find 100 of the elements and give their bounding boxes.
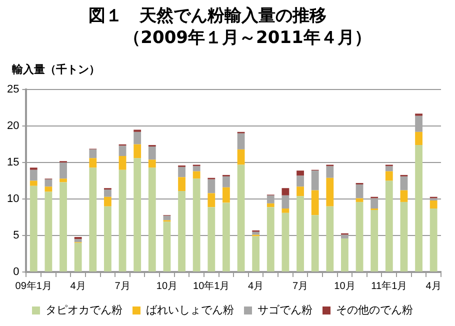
bar	[252, 236, 260, 272]
bar	[400, 190, 408, 202]
bar	[400, 202, 408, 272]
bar	[266, 195, 274, 204]
bar	[282, 195, 290, 209]
bar	[148, 160, 156, 168]
bar	[134, 144, 142, 158]
bar	[208, 207, 216, 272]
bar	[74, 239, 82, 242]
bar	[311, 170, 319, 190]
bar	[30, 170, 38, 181]
legend-label: その他のでん粉	[336, 303, 413, 316]
bar	[60, 162, 67, 179]
bar	[30, 180, 38, 186]
bar	[237, 164, 245, 272]
y-tick-label: 20	[6, 120, 20, 132]
bar	[326, 166, 334, 178]
bar	[252, 232, 260, 235]
bar	[415, 132, 422, 146]
bar	[163, 222, 171, 272]
bar	[296, 186, 304, 196]
bar	[400, 176, 408, 190]
bar	[266, 207, 274, 272]
bar	[30, 186, 38, 272]
bar	[266, 203, 274, 208]
bar	[430, 200, 438, 209]
bar	[356, 202, 364, 272]
bar	[282, 208, 290, 213]
bar	[341, 238, 348, 272]
y-tick-label: 15	[6, 156, 20, 169]
bar	[60, 178, 67, 182]
y-tick-label: 25	[6, 84, 20, 96]
bar	[296, 176, 304, 187]
bar	[282, 188, 290, 196]
legend-label: サゴでん粉	[258, 303, 312, 316]
bar	[237, 149, 245, 165]
bar	[44, 192, 52, 272]
bar	[192, 166, 200, 172]
x-tick-label: 09年1月	[15, 280, 52, 292]
bar	[385, 166, 393, 172]
x-tick-label: 4月	[426, 280, 442, 292]
x-tick-label: 7月	[114, 280, 130, 292]
legend-label: タピオカでん粉	[46, 303, 122, 316]
bar	[134, 158, 142, 272]
bar	[89, 168, 97, 272]
bar	[385, 171, 393, 181]
x-tick-label: 10月	[156, 280, 178, 292]
bar	[326, 178, 334, 206]
bar	[178, 177, 186, 192]
bar	[311, 215, 319, 272]
bar	[356, 184, 364, 198]
bar	[282, 212, 290, 272]
bar	[296, 170, 304, 176]
bar	[370, 210, 378, 272]
bar	[60, 182, 67, 272]
bar	[370, 198, 378, 209]
x-tick-label: 11年1月	[371, 280, 408, 292]
x-tick-label: 10月	[334, 280, 356, 292]
bar	[74, 236, 82, 240]
bar	[118, 146, 126, 156]
bar	[356, 198, 364, 202]
bar	[341, 234, 348, 238]
bar	[208, 193, 216, 208]
y-tick-label: 5	[13, 230, 20, 242]
bar	[89, 158, 97, 168]
bar	[44, 186, 52, 192]
bar	[222, 176, 230, 188]
bar	[178, 166, 186, 178]
bar	[104, 196, 112, 206]
bar	[148, 146, 156, 160]
legend-label: ばれいしょでん粉	[146, 303, 234, 316]
bar	[430, 208, 438, 272]
chart-title: 図１ 天然でん粉輸入量の推移	[88, 6, 328, 26]
bar	[44, 179, 52, 187]
y-axis-title: 輸入量（千トン）	[12, 62, 100, 77]
bar	[326, 206, 334, 272]
bar	[296, 196, 304, 272]
bar	[118, 156, 126, 170]
bar	[222, 187, 230, 203]
chart-subtitle: （2009年１月～2011年４月）	[122, 28, 372, 48]
bar	[311, 190, 319, 216]
bar	[178, 191, 186, 272]
bar	[192, 178, 200, 272]
x-tick-label: 4月	[70, 280, 86, 292]
bar	[104, 206, 112, 272]
bar	[104, 190, 112, 197]
bar	[222, 202, 230, 272]
y-tick-label: 10	[6, 193, 20, 206]
bar	[208, 179, 216, 194]
y-tick-label: 0	[13, 266, 20, 278]
bar	[134, 132, 142, 144]
bar	[118, 170, 126, 272]
bar	[415, 116, 422, 132]
bar	[74, 242, 82, 272]
bar	[192, 171, 200, 179]
x-tick-label: 4月	[248, 280, 264, 292]
x-tick-label: 7月	[292, 280, 308, 292]
bar	[415, 145, 422, 272]
bar	[148, 168, 156, 272]
bar	[237, 133, 245, 150]
